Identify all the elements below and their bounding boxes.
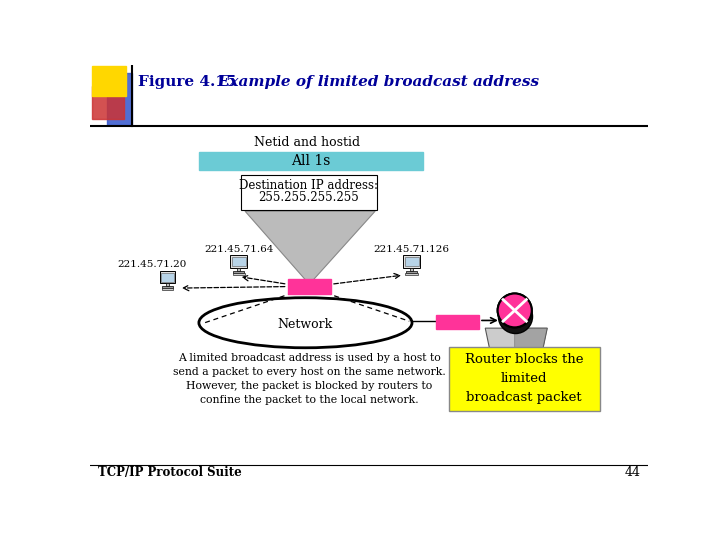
Text: All 1s: All 1s bbox=[291, 154, 330, 168]
Bar bbox=[403, 255, 420, 268]
Bar bbox=[405, 256, 418, 266]
Bar bbox=[199, 152, 423, 170]
Text: A limited broadcast address is used by a host to
send a packet to every host on : A limited broadcast address is used by a… bbox=[173, 353, 446, 405]
Bar bbox=[241, 175, 377, 211]
Polygon shape bbox=[515, 328, 547, 365]
Bar bbox=[161, 273, 174, 282]
Bar bbox=[162, 286, 173, 288]
Text: Network: Network bbox=[278, 318, 333, 331]
Text: 221.45.71.64: 221.45.71.64 bbox=[204, 245, 274, 254]
Text: 255.255.255.255: 255.255.255.255 bbox=[258, 191, 359, 204]
Circle shape bbox=[498, 294, 532, 327]
Bar bbox=[238, 268, 240, 271]
Bar bbox=[410, 268, 413, 271]
Ellipse shape bbox=[199, 298, 412, 348]
Bar bbox=[405, 273, 418, 275]
Circle shape bbox=[498, 300, 533, 334]
Text: Netid and hostid: Netid and hostid bbox=[254, 136, 360, 148]
Polygon shape bbox=[245, 211, 375, 284]
Circle shape bbox=[498, 294, 532, 327]
Bar bbox=[233, 271, 244, 273]
Bar bbox=[233, 273, 245, 275]
Text: 44: 44 bbox=[624, 467, 640, 480]
Text: TCP/IP Protocol Suite: TCP/IP Protocol Suite bbox=[98, 467, 241, 480]
Bar bbox=[91, 86, 124, 119]
Bar bbox=[230, 255, 247, 268]
Bar bbox=[91, 66, 127, 96]
Bar bbox=[406, 271, 417, 273]
Polygon shape bbox=[485, 328, 547, 365]
Bar bbox=[160, 271, 176, 283]
Bar bbox=[287, 279, 331, 294]
Bar bbox=[161, 288, 174, 290]
Bar bbox=[232, 256, 246, 266]
Bar bbox=[449, 347, 600, 411]
Text: 221.45.71.20: 221.45.71.20 bbox=[117, 260, 186, 268]
Bar bbox=[107, 72, 132, 125]
Bar bbox=[166, 283, 168, 286]
Text: Figure 4.15: Figure 4.15 bbox=[138, 75, 237, 89]
Text: 221.45.71.126: 221.45.71.126 bbox=[374, 245, 449, 254]
Text: Router blocks the
limited
broadcast packet: Router blocks the limited broadcast pack… bbox=[464, 354, 583, 404]
Text: Example of limited broadcast address: Example of limited broadcast address bbox=[202, 75, 539, 89]
Text: Destination IP address:: Destination IP address: bbox=[239, 179, 378, 192]
Bar bbox=[436, 315, 479, 329]
